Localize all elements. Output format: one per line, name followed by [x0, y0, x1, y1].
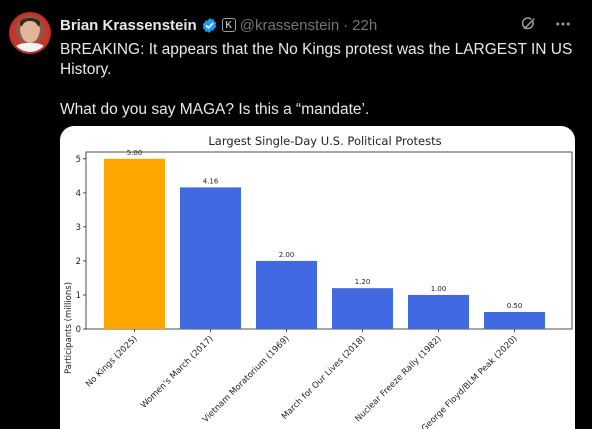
- tweet-text-line-1: BREAKING: It appears that the No Kings p…: [60, 41, 573, 78]
- tweet-header: Brian Krassenstein K @krassenstein · 22h: [60, 15, 377, 35]
- bar: [408, 294, 469, 329]
- bar: [180, 187, 241, 329]
- x-tick-label: March for Our Lives (2018): [280, 334, 368, 422]
- y-axis-label: Participants (millions): [64, 282, 74, 374]
- y-tick-label: 3: [76, 223, 81, 233]
- tweet-media-chart[interactable]: Largest Single-Day U.S. Political Protes…: [60, 126, 575, 429]
- separator-dot: ·: [343, 16, 349, 34]
- handle[interactable]: @krassenstein: [239, 16, 340, 34]
- bar-value-label: 5.00: [127, 149, 143, 157]
- x-tick-label: Nuclear Freeze Rally (1982): [353, 334, 443, 424]
- y-tick-label: 5: [76, 155, 81, 165]
- bar-value-label: 4.16: [203, 177, 219, 185]
- chart-title: Largest Single-Day U.S. Political Protes…: [208, 134, 441, 148]
- avatar[interactable]: [9, 12, 51, 54]
- x-tick-label: Vietnam Moratorium (1969): [201, 334, 292, 425]
- y-tick-label: 4: [76, 189, 81, 199]
- timestamp[interactable]: 22h: [352, 16, 378, 34]
- plot-frame: [85, 151, 573, 330]
- avatar-shirt: [15, 43, 45, 52]
- y-tick-label: 1: [76, 291, 81, 301]
- bar-value-label: 1.00: [431, 285, 447, 293]
- x-tick-label: No Kings (2025): [84, 334, 139, 389]
- tweet-top-actions: [520, 15, 572, 33]
- plot-area: 0 1 2 3 4 5 5.00 No Kings (2025) 4.16 Women's Mar…: [76, 149, 573, 429]
- grok-icon[interactable]: [520, 15, 538, 33]
- bar: [104, 158, 165, 329]
- bar-chart: Largest Single-Day U.S. Political Protes…: [64, 134, 573, 429]
- tweet-text-line-2: What do you say MAGA? Is this a “mandate…: [60, 101, 370, 118]
- bar-value-label: 1.20: [355, 278, 371, 286]
- x-tick-label: Women's March (2017): [139, 334, 216, 411]
- bar: [256, 260, 317, 329]
- more-icon[interactable]: [554, 15, 572, 33]
- tweet-text: BREAKING: It appears that the No Kings p…: [60, 40, 575, 120]
- avatar-face: [21, 21, 39, 43]
- y-tick-label: 0: [76, 325, 81, 335]
- bar-value-label: 0.50: [507, 302, 523, 310]
- display-name[interactable]: Brian Krassenstein: [60, 16, 197, 34]
- bar: [484, 311, 545, 329]
- affiliate-badge-icon[interactable]: K: [221, 18, 236, 32]
- bar-value-label: 2.00: [279, 251, 295, 259]
- verified-badge-icon: [202, 17, 216, 33]
- y-tick-label: 2: [76, 257, 81, 267]
- bar: [332, 288, 393, 329]
